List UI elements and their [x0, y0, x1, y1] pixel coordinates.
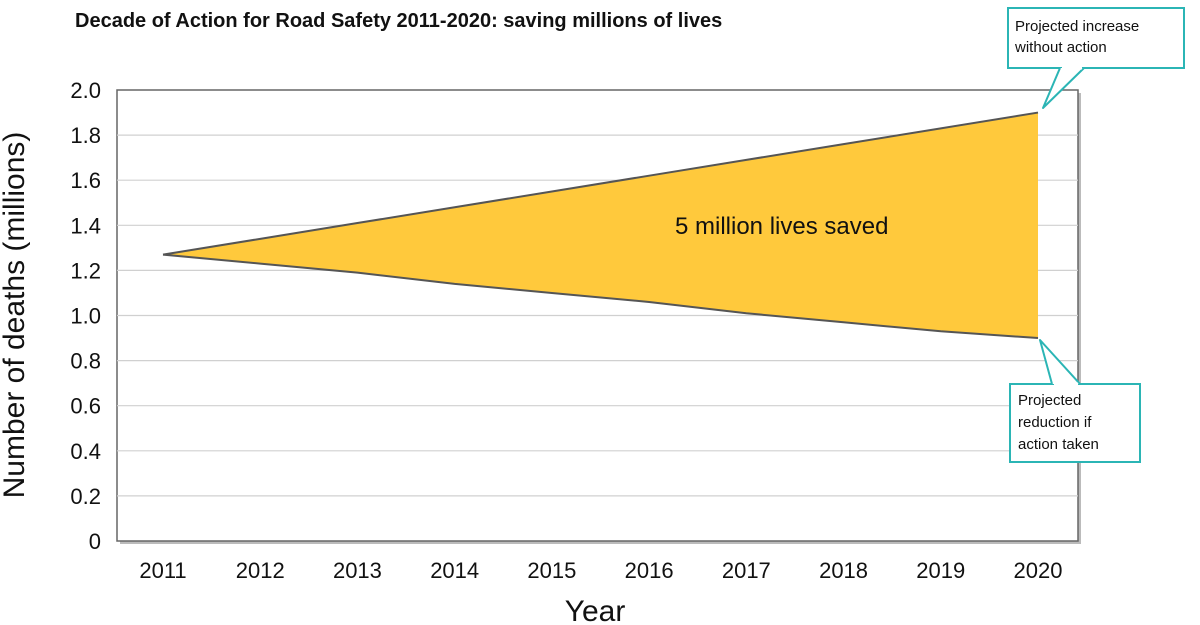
x-tick-label: 2018 — [819, 558, 868, 583]
x-tick-label: 2019 — [916, 558, 965, 583]
callout-line: Projected — [1018, 392, 1081, 409]
callout-line: Projected increase — [1015, 18, 1139, 35]
callout-line: action taken — [1018, 436, 1099, 453]
callout-line: reduction if — [1018, 414, 1092, 431]
x-tick-label: 2015 — [527, 558, 576, 583]
area-fill — [163, 112, 1038, 339]
y-tick-label: 1.2 — [70, 258, 101, 283]
y-tick-label: 1.0 — [70, 304, 101, 329]
y-tick-label: 1.8 — [70, 123, 101, 148]
y-tick-label: 0.8 — [70, 349, 101, 374]
callout-box — [1009, 383, 1141, 463]
y-tick-label: 0.4 — [70, 439, 101, 464]
y-tick-label: 1.6 — [70, 168, 101, 193]
x-tick-label: 2017 — [722, 558, 771, 583]
callout-box — [1007, 7, 1185, 69]
y-tick-label: 2.0 — [70, 78, 101, 103]
y-tick-labels: 0 0.2 0.4 0.6 0.8 1.0 1.2 1.4 1.6 1.8 2.0 — [70, 78, 101, 554]
chart-title: Decade of Action for Road Safety 2011-20… — [75, 10, 722, 32]
projected-increase-callout: Projected increase without action — [1007, 7, 1185, 109]
x-tick-label: 2016 — [625, 558, 674, 583]
y-axis-label: Number of deaths (millions) — [0, 132, 31, 499]
lives-saved-annotation: 5 million lives saved — [675, 213, 888, 240]
x-tick-label: 2011 — [139, 558, 186, 583]
x-axis-label: Year — [565, 595, 626, 625]
projected-reduction-callout: Projected reduction if action taken — [1009, 339, 1141, 463]
saved-lives-area — [162, 111, 1039, 340]
x-tick-labels: 2011 2012 2013 2014 2015 2016 2017 2018 2019 2020 — [139, 558, 1062, 583]
x-tick-label: 2013 — [333, 558, 382, 583]
y-tick-label: 0 — [89, 529, 101, 554]
y-tick-label: 1.4 — [70, 213, 101, 238]
callout-pointer — [1042, 67, 1085, 109]
series-line-without-action — [162, 111, 1039, 256]
x-tick-label: 2020 — [1014, 558, 1063, 583]
series-line-with-action — [162, 253, 1039, 340]
x-tick-label: 2014 — [430, 558, 479, 583]
callout-line: without action — [1014, 39, 1107, 56]
y-tick-label: 0.2 — [70, 484, 101, 509]
callout-pointer — [1039, 339, 1081, 385]
y-tick-label: 0.6 — [70, 394, 101, 419]
x-tick-label: 2012 — [236, 558, 285, 583]
